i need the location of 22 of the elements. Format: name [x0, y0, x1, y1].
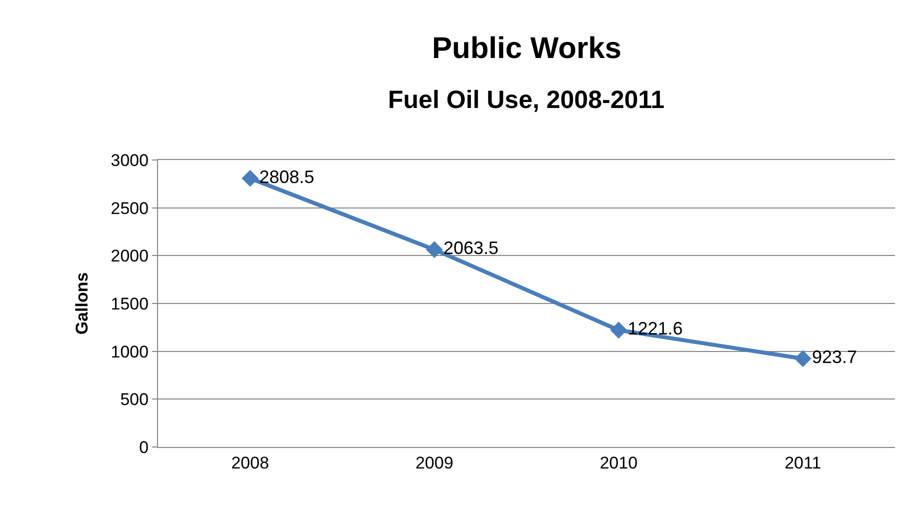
y-tick-label: 0 — [139, 438, 149, 457]
point — [794, 350, 812, 368]
x-tick-label: 2008 — [231, 453, 270, 472]
y-tick-label: 3000 — [110, 150, 149, 170]
data-label: 1221.6 — [628, 318, 683, 339]
point — [610, 322, 628, 339]
point — [242, 170, 259, 187]
x-tick-label: 2009 — [415, 453, 454, 472]
x-tick-label: 2011 — [784, 453, 822, 472]
data-label: 2063.5 — [444, 238, 499, 258]
chart-title: Public Works — [432, 32, 622, 65]
y-tick-label: 1000 — [110, 342, 149, 362]
y-tick-label: 1500 — [110, 294, 149, 314]
chart-subtitle: Fuel Oil Use, 2008-2011 — [388, 86, 665, 114]
x-tick-label: 2010 — [600, 453, 638, 472]
point — [426, 241, 443, 258]
data-label: 923.7 — [812, 347, 858, 368]
y-axis-title: Gallons — [72, 272, 92, 335]
y-tick-label: 2500 — [110, 198, 149, 218]
y-tick-label: 2000 — [110, 246, 149, 266]
y-tick-label: 500 — [120, 390, 149, 410]
data-label: 2808.5 — [259, 166, 314, 187]
